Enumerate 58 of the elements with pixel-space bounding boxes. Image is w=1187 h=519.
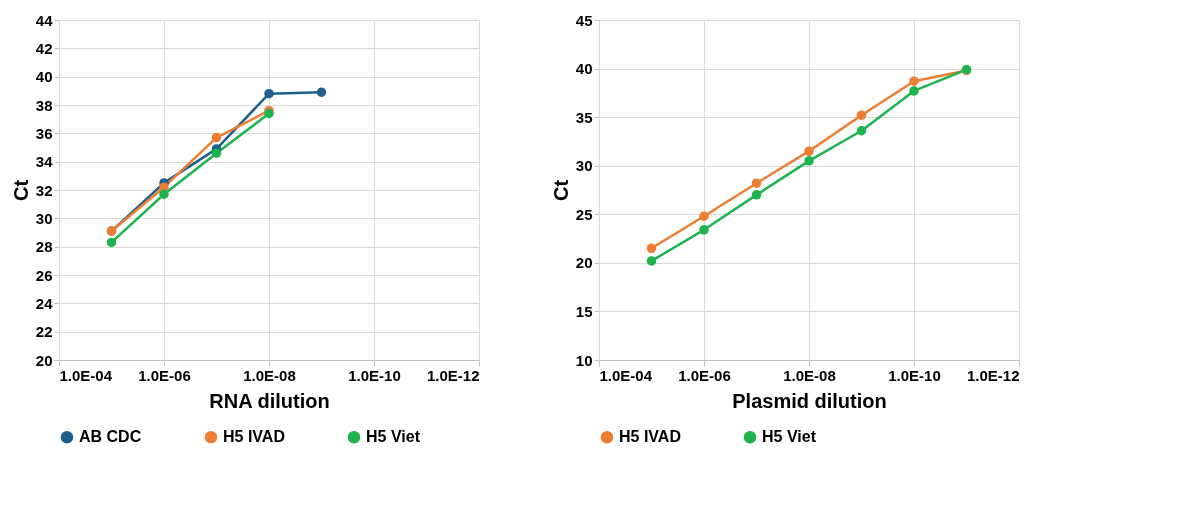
point — [856, 126, 867, 136]
x-axis-title: RNA dilution — [209, 389, 330, 412]
y-tick-label: 30 — [575, 157, 593, 175]
y-tick-label: 32 — [35, 181, 53, 199]
legend-label: H5 IVAD — [223, 428, 285, 446]
y-tick-label: 22 — [35, 323, 53, 341]
x-tick-label: 1.0E-04 — [599, 366, 653, 384]
y-tick-label: 15 — [575, 302, 593, 320]
legend-label: H5 Viet — [366, 428, 421, 446]
point — [909, 86, 919, 96]
y-axis-title: Ct — [9, 179, 32, 202]
y-tick-label: 34 — [35, 153, 54, 171]
point — [211, 148, 222, 158]
point — [159, 189, 169, 199]
point — [106, 237, 117, 248]
y-tick-label: 30 — [35, 209, 53, 227]
y-tick-label: 42 — [35, 39, 53, 57]
point — [804, 146, 814, 156]
y-tick-label: 10 — [575, 351, 593, 369]
x-tick-label: 1.0E-10 — [348, 366, 401, 384]
y-tick-label: 35 — [575, 108, 593, 126]
x-tick-label: 1.0E-06 — [138, 366, 191, 384]
point — [909, 76, 919, 86]
y-tick-label: 40 — [575, 60, 593, 78]
point — [316, 87, 327, 97]
point — [699, 225, 709, 235]
x-tick-label: 1.0E-08 — [243, 366, 296, 384]
legend-label: H5 IVAD — [619, 428, 681, 446]
y-tick-label: 26 — [35, 266, 53, 284]
point — [646, 243, 657, 254]
point — [264, 88, 274, 99]
x-tick-label: 1.0E-06 — [678, 366, 731, 384]
y-tick-label: 20 — [575, 254, 593, 272]
y-tick-label: 36 — [35, 124, 53, 142]
x-tick-label: 1.0E-10 — [888, 366, 941, 384]
point — [699, 211, 709, 221]
y-tick-label: 45 — [575, 11, 593, 29]
y-axis-title: Ct — [549, 179, 572, 202]
legend-label: H5 Viet — [762, 428, 817, 446]
point — [211, 132, 222, 143]
x-tick-label: 1.0E-12 — [966, 366, 1020, 384]
y-tick-label: 40 — [35, 68, 53, 86]
x-tick-label: 1.0E-04 — [59, 366, 113, 384]
point — [646, 256, 657, 266]
y-tick-label: 24 — [35, 294, 54, 312]
point — [751, 178, 762, 188]
legend-label: AB CDC — [79, 428, 142, 446]
x-tick-label: 1.0E-08 — [783, 366, 836, 384]
point — [751, 190, 762, 200]
y-tick-label: 44 — [35, 11, 54, 29]
y-tick-label: 25 — [575, 205, 593, 223]
point — [856, 110, 867, 120]
y-tick-label: 28 — [35, 238, 53, 256]
x-tick-label: 1.0E-12 — [426, 366, 480, 384]
y-tick-label: 20 — [35, 351, 53, 369]
x-axis-title: Plasmid dilution — [732, 389, 887, 412]
point — [804, 156, 814, 166]
y-tick-label: 38 — [35, 96, 53, 114]
